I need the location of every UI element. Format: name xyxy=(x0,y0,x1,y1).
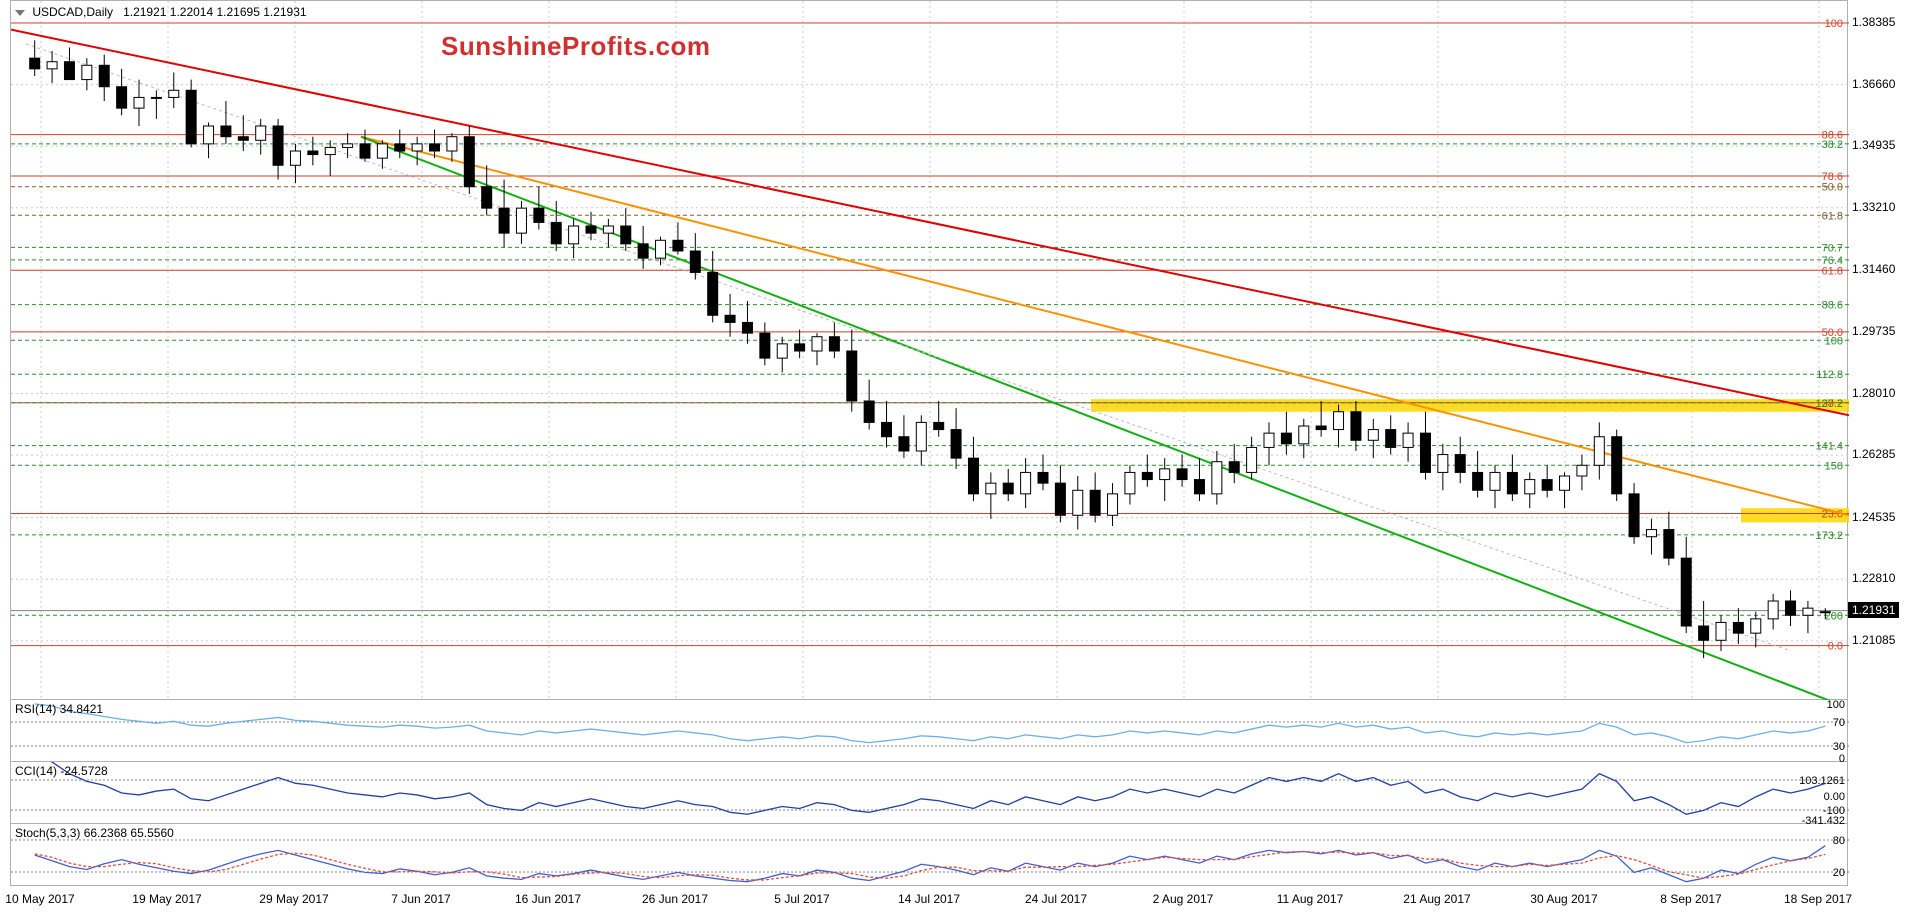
yaxis-tick: 1.22810 xyxy=(1852,571,1895,585)
xaxis-tick: 14 Jul 2017 xyxy=(898,892,960,906)
rsi-svg: 100 70 300 xyxy=(11,700,1849,762)
symbol-title[interactable]: USDCAD,Daily 1.21921 1.22014 1.21695 1.2… xyxy=(15,5,307,19)
svg-text:0.0: 0.0 xyxy=(1828,641,1843,653)
ohlc-text: 1.21921 1.22014 1.21695 1.21931 xyxy=(123,5,307,19)
xaxis-tick: 26 Jun 2017 xyxy=(642,892,708,906)
xaxis-tick: 11 Aug 2017 xyxy=(1277,892,1344,906)
cci-label: CCI(14) -24.5728 xyxy=(15,764,108,778)
xaxis-tick: 16 Jun 2017 xyxy=(515,892,581,906)
rsi-panel[interactable]: RSI(14) 34.8421 100 70 300 xyxy=(10,700,1848,762)
svg-text:50.0: 50.0 xyxy=(1822,182,1843,194)
xaxis-dates: 10 May 201719 May 201729 May 20177 Jun 2… xyxy=(10,886,1848,920)
yaxis-tick: 1.21085 xyxy=(1852,633,1895,647)
xaxis-tick: 8 Sep 2017 xyxy=(1660,892,1721,906)
yaxis-tick: 1.38385 xyxy=(1852,15,1895,29)
cci-svg: 103.12610.00-100-341.432 xyxy=(11,762,1849,824)
svg-text:103.1261: 103.1261 xyxy=(1799,775,1845,787)
svg-text:0: 0 xyxy=(1839,753,1845,762)
xaxis-tick: 18 Sep 2017 xyxy=(1784,892,1852,906)
stoch-label: Stoch(5,3,3) 66.2368 65.5560 xyxy=(15,826,174,840)
svg-text:0.00: 0.00 xyxy=(1824,791,1845,803)
chart-container: USDCAD,Daily 1.21921 1.22014 1.21695 1.2… xyxy=(10,0,1908,920)
svg-text:100: 100 xyxy=(1827,700,1845,711)
cci-panel[interactable]: CCI(14) -24.5728 103.12610.00-100-341.43… xyxy=(10,762,1848,824)
xaxis-tick: 29 May 2017 xyxy=(259,892,328,906)
symbol-text: USDCAD,Daily xyxy=(32,5,113,19)
yaxis-tick: 1.31460 xyxy=(1852,262,1895,276)
yaxis-tick: 1.36660 xyxy=(1852,77,1895,91)
svg-text:127.2: 127.2 xyxy=(1815,398,1843,410)
svg-text:76.4: 76.4 xyxy=(1822,255,1843,267)
xaxis-tick: 10 May 2017 xyxy=(5,892,74,906)
xaxis-tick: 5 Jul 2017 xyxy=(774,892,829,906)
stoch-panel[interactable]: Stoch(5,3,3) 66.2368 65.5560 80 20 xyxy=(10,824,1848,886)
svg-text:80: 80 xyxy=(1833,835,1845,847)
svg-text:30: 30 xyxy=(1833,741,1845,753)
rsi-label: RSI(14) 34.8421 xyxy=(15,702,103,716)
svg-text:100: 100 xyxy=(1825,335,1843,347)
yaxis-tick: 1.26285 xyxy=(1852,447,1895,461)
xaxis-tick: 21 Aug 2017 xyxy=(1403,892,1470,906)
svg-text:70: 70 xyxy=(1833,717,1845,729)
yaxis-tick: 1.29735 xyxy=(1852,324,1895,338)
svg-text:38.2: 38.2 xyxy=(1822,139,1843,151)
svg-text:173.2: 173.2 xyxy=(1815,530,1843,542)
svg-text:61.8: 61.8 xyxy=(1822,210,1843,222)
yaxis-tick: 1.24535 xyxy=(1852,510,1895,524)
svg-text:61.8: 61.8 xyxy=(1822,265,1843,277)
watermark: SunshineProfits.com xyxy=(441,31,711,62)
yaxis-tick: 1.33210 xyxy=(1852,200,1895,214)
chart-svg: 10088.678.661.850.038.223.60.038.250.061… xyxy=(11,1,1849,701)
xaxis-tick: 2 Aug 2017 xyxy=(1153,892,1214,906)
svg-text:88.6: 88.6 xyxy=(1822,300,1843,312)
svg-text:-341.432: -341.432 xyxy=(1802,815,1845,824)
svg-text:70.7: 70.7 xyxy=(1822,242,1843,254)
xaxis-tick: 30 Aug 2017 xyxy=(1530,892,1597,906)
xaxis-tick: 19 May 2017 xyxy=(132,892,201,906)
svg-text:100: 100 xyxy=(1825,18,1843,30)
svg-text:141.4: 141.4 xyxy=(1815,441,1843,453)
svg-text:112.8: 112.8 xyxy=(1816,369,1843,381)
yaxis-tick: 1.34935 xyxy=(1852,138,1895,152)
svg-text:20: 20 xyxy=(1833,867,1845,879)
xaxis-tick: 24 Jul 2017 xyxy=(1025,892,1087,906)
current-price-flag: 1.21931 xyxy=(1848,602,1899,618)
yaxis-tick: 1.28010 xyxy=(1852,386,1895,400)
svg-text:150: 150 xyxy=(1825,460,1843,472)
xaxis-tick: 7 Jun 2017 xyxy=(391,892,450,906)
yaxis-price: 1.38385 1.36660 1.34935 1.33210 1.31460 1.297… xyxy=(1848,0,1908,700)
stoch-svg: 80 20 xyxy=(11,824,1849,886)
chevron-down-icon[interactable] xyxy=(15,10,25,16)
main-price-chart[interactable]: USDCAD,Daily 1.21921 1.22014 1.21695 1.2… xyxy=(10,0,1848,700)
